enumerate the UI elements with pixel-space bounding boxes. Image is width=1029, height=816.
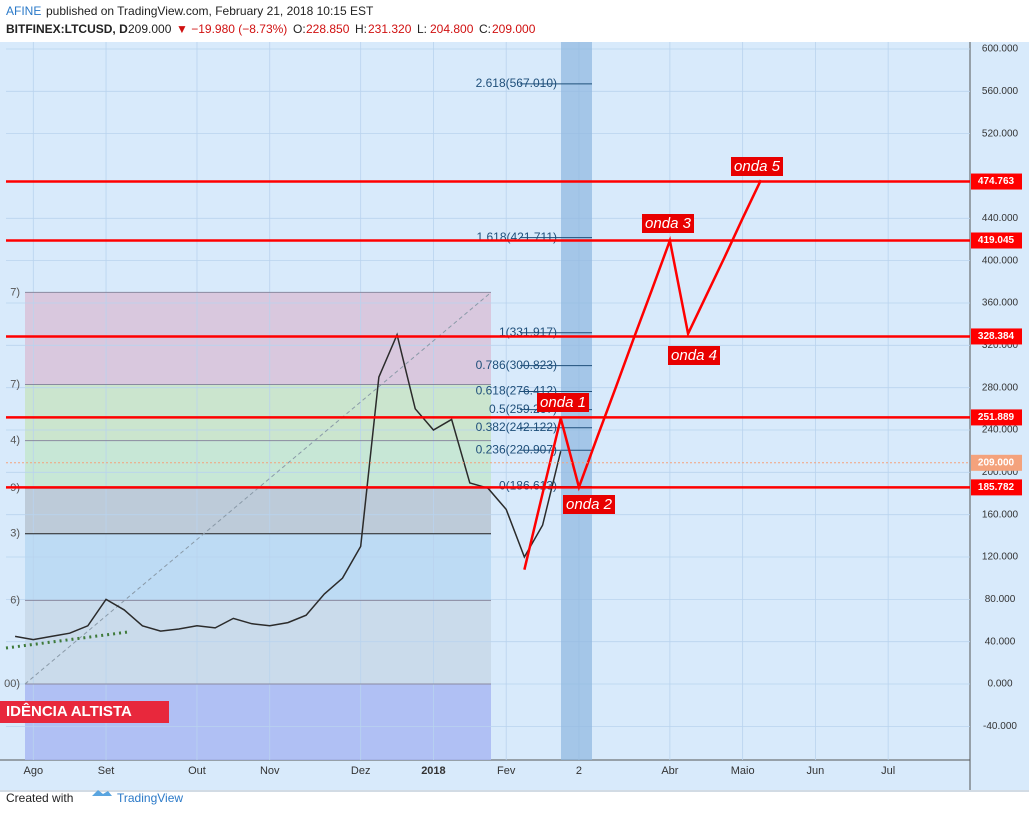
y-tick-label: 520.000 bbox=[982, 128, 1019, 139]
x-tick-label: Maio bbox=[731, 765, 755, 777]
y-tick-label: 80.000 bbox=[985, 594, 1016, 605]
level-label: 209.000 bbox=[978, 457, 1015, 468]
x-tick-label: Jun bbox=[807, 765, 825, 777]
annotation-box bbox=[668, 346, 720, 365]
ohlc-val: 204.800 bbox=[430, 22, 474, 36]
annotation-box bbox=[642, 214, 694, 233]
fib-label: 0.618(276.412) bbox=[476, 384, 557, 398]
level-tag bbox=[971, 328, 1022, 345]
price: 209.000 bbox=[128, 22, 172, 36]
ohlc-key: L: bbox=[417, 22, 427, 36]
y-tick-label: 440.000 bbox=[982, 213, 1019, 224]
y-tick-label: 400.000 bbox=[982, 255, 1019, 266]
y-tick-label: 280.000 bbox=[982, 382, 1019, 393]
x-tick-label: Ago bbox=[23, 765, 43, 777]
x-tick-label: Abr bbox=[661, 765, 678, 777]
annotation: onda 5 bbox=[734, 158, 781, 175]
tv-logo bbox=[92, 790, 112, 796]
x-tick-label: Out bbox=[188, 765, 206, 777]
ohlc: O: 228.850 H: 231.320 L: 204.800 C: 209.000 bbox=[293, 22, 536, 36]
fib-label: 2.618(567.010) bbox=[476, 76, 557, 90]
y-tick-label: 160.000 bbox=[982, 509, 1019, 520]
x-tick-label: Fev bbox=[497, 765, 516, 777]
y-tick-label: 200.000 bbox=[982, 467, 1019, 478]
footer-brand: TradingView bbox=[117, 791, 183, 805]
y-tick-label: 0.000 bbox=[987, 679, 1012, 690]
annotation: onda 2 bbox=[566, 496, 613, 513]
y-tick-label: 320.000 bbox=[982, 340, 1019, 351]
series-line bbox=[14, 332, 562, 641]
y-tick-label: 360.000 bbox=[982, 298, 1019, 309]
annotation: onda 3 bbox=[645, 215, 692, 232]
level-label: 419.045 bbox=[978, 235, 1015, 246]
level-label: 251.889 bbox=[978, 412, 1015, 423]
y-tick-label: 600.000 bbox=[982, 44, 1019, 55]
x-tick-label: Dez bbox=[351, 765, 371, 777]
author: AFINE bbox=[6, 4, 41, 18]
level-tag bbox=[971, 232, 1022, 249]
x-tick-label: 2 bbox=[576, 765, 582, 777]
y-tick-label: 120.000 bbox=[982, 552, 1019, 563]
level-tag bbox=[971, 409, 1022, 426]
symbol: BITFINEX:LTCUSD, D bbox=[6, 22, 128, 36]
fib-label: 1.618(421.711) bbox=[476, 230, 557, 244]
series-line bbox=[523, 179, 762, 570]
retracement-zone bbox=[25, 600, 491, 685]
retracement-label: 4) bbox=[10, 434, 20, 446]
annotation: onda 4 bbox=[671, 347, 717, 364]
annotation-box bbox=[537, 393, 589, 412]
ohlc-key: C: bbox=[479, 22, 491, 36]
x-tick-label: Jul bbox=[881, 765, 895, 777]
x-tick-label: Nov bbox=[260, 765, 280, 777]
retracement-label: 3) bbox=[10, 528, 20, 540]
fib-label: 0.236(220.907) bbox=[476, 442, 557, 456]
trend-dotted bbox=[5, 630, 129, 650]
fib-label: 0.382(242.122) bbox=[476, 420, 557, 434]
level-label: 185.782 bbox=[978, 482, 1015, 493]
fib-label: 0(186.613) bbox=[499, 479, 557, 493]
fib-label: 0.786(300.823) bbox=[476, 358, 557, 372]
retracement-zone bbox=[25, 384, 491, 441]
ohlc-key: O: bbox=[293, 22, 306, 36]
y-tick-label: -40.000 bbox=[983, 721, 1017, 732]
y-tick-label: 240.000 bbox=[982, 425, 1019, 436]
retracement-zone bbox=[25, 488, 491, 534]
level-tag bbox=[971, 454, 1022, 471]
retracement-zone bbox=[25, 440, 491, 489]
level-label: 474.763 bbox=[978, 176, 1015, 187]
annotation-box bbox=[731, 157, 783, 176]
footer-created: Created with bbox=[6, 791, 73, 805]
ohlc-val: 209.000 bbox=[492, 22, 536, 36]
retracement-label: 6) bbox=[10, 594, 20, 606]
banner-box bbox=[0, 701, 169, 723]
y-tick-label: 560.000 bbox=[982, 86, 1019, 97]
x-tick-label: 2018 bbox=[421, 765, 445, 777]
annotation: onda 1 bbox=[540, 394, 586, 411]
retracement-label: 7) bbox=[10, 286, 20, 298]
level-tag bbox=[971, 479, 1022, 496]
banner: IDÊNCIA ALTISTA bbox=[6, 702, 132, 720]
level-label: 328.384 bbox=[978, 331, 1015, 342]
ohlc-val: 228.850 bbox=[306, 22, 350, 36]
ohlc-key: H: bbox=[355, 22, 367, 36]
change: ▼ −19.980 (−8.73%) bbox=[176, 22, 287, 36]
retracement-label: 00) bbox=[4, 678, 20, 690]
x-tick-label: Set bbox=[98, 765, 115, 777]
level-tag bbox=[971, 173, 1022, 190]
published: published on TradingView.com, February 2… bbox=[46, 4, 374, 18]
y-tick-label: 40.000 bbox=[985, 636, 1016, 647]
retracement-zone bbox=[25, 292, 491, 385]
retracement-label: 7) bbox=[10, 378, 20, 390]
retracement-zone bbox=[25, 533, 491, 601]
annotation-box bbox=[563, 495, 615, 514]
ohlc-val: 231.320 bbox=[368, 22, 412, 36]
